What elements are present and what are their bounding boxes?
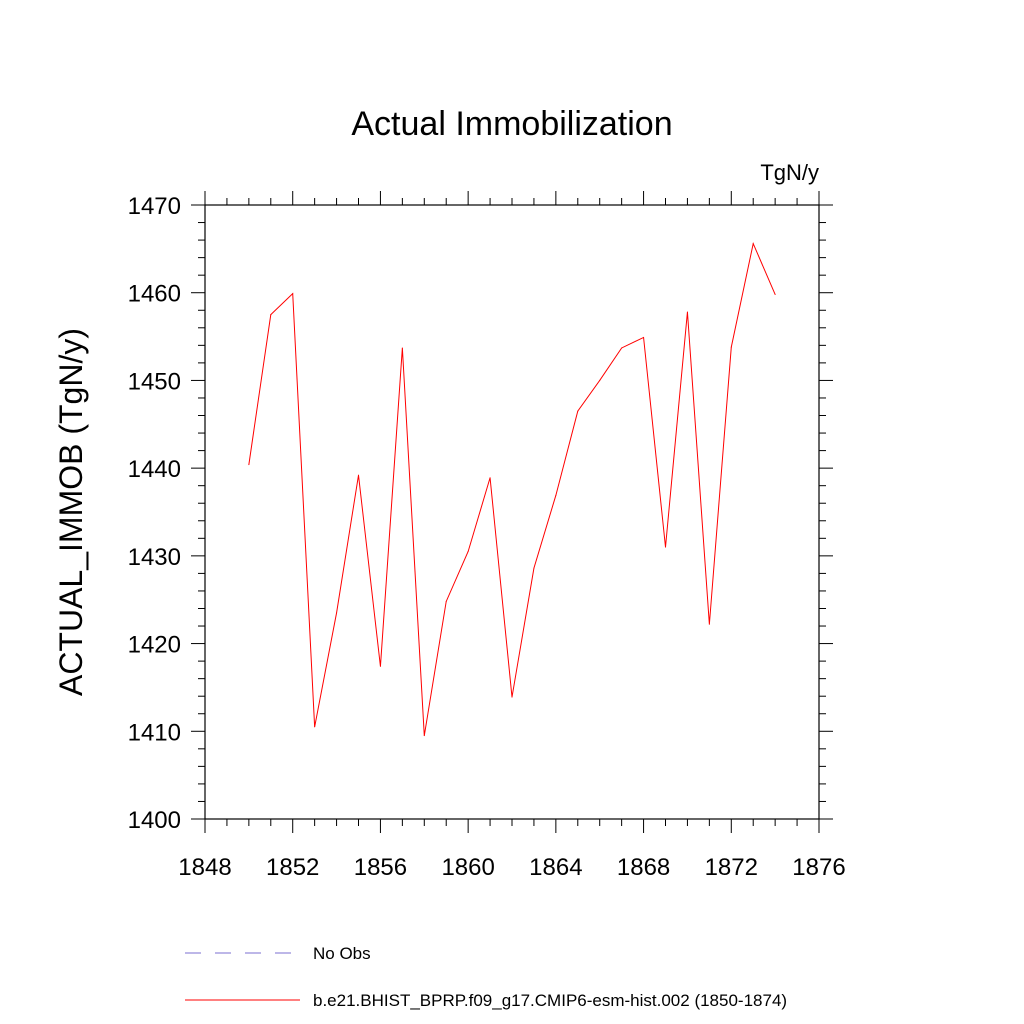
- data-point: [774, 293, 776, 295]
- data-point: [445, 600, 447, 602]
- units-label: TgN/y: [760, 160, 819, 185]
- legend-label-no-obs: No Obs: [313, 944, 371, 963]
- y-tick-label: 1430: [128, 544, 181, 571]
- data-point: [511, 696, 513, 698]
- data-point: [577, 410, 579, 412]
- y-tick-label: 1420: [128, 632, 181, 659]
- data-point: [423, 735, 425, 737]
- y-tick-label: 1450: [128, 368, 181, 395]
- data-point: [708, 623, 710, 625]
- legend-label-model-run: b.e21.BHIST_BPRP.f09_g17.CMIP6-esm-hist.…: [313, 991, 787, 1010]
- x-tick-label: 1848: [178, 854, 231, 881]
- y-tick-label: 1460: [128, 281, 181, 308]
- data-point: [730, 346, 732, 348]
- data-point: [643, 336, 645, 338]
- legend: No Obs b.e21.BHIST_BPRP.f09_g17.CMIP6-es…: [185, 944, 787, 1010]
- y-tick-labels: 1400 1410 1420 1430 1440 1450 1460 1470: [128, 193, 181, 834]
- x-tick-label: 1876: [792, 854, 845, 881]
- data-point: [555, 494, 557, 496]
- data-point: [599, 379, 601, 381]
- data-point: [686, 311, 688, 313]
- data-point: [379, 665, 381, 667]
- data-point: [336, 612, 338, 614]
- data-point: [533, 567, 535, 569]
- data-point: [401, 347, 403, 349]
- data-point: [292, 293, 294, 295]
- y-tick-label: 1440: [128, 456, 181, 483]
- x-tick-labels: 1848 1852 1856 1860 1864 1868 1872 1876: [178, 854, 845, 881]
- x-tick-label: 1872: [705, 854, 758, 881]
- data-point: [314, 726, 316, 728]
- series-group: [248, 241, 776, 737]
- data-point: [621, 347, 623, 349]
- data-point: [467, 550, 469, 552]
- y-axis-label: ACTUAL_IMMOB (TgN/y): [53, 328, 89, 696]
- data-point: [358, 474, 359, 476]
- x-tick-label: 1864: [529, 854, 582, 881]
- data-point: [665, 546, 666, 548]
- data-point: [752, 243, 754, 245]
- series-line-0: [248, 241, 776, 736]
- data-point: [248, 464, 250, 466]
- x-tick-label: 1868: [617, 854, 670, 881]
- major-ticks: [191, 191, 833, 833]
- y-tick-label: 1400: [128, 807, 181, 834]
- x-tick-label: 1856: [354, 854, 407, 881]
- y-tick-label: 1470: [128, 193, 181, 220]
- data-point: [489, 477, 491, 479]
- plot-frame: [204, 204, 820, 820]
- x-tick-label: 1860: [441, 854, 494, 881]
- y-tick-label: 1410: [128, 719, 181, 746]
- x-tick-label: 1852: [266, 854, 319, 881]
- minor-ticks: [198, 198, 826, 826]
- data-point: [270, 314, 272, 316]
- chart-title: Actual Immobilization: [351, 105, 672, 143]
